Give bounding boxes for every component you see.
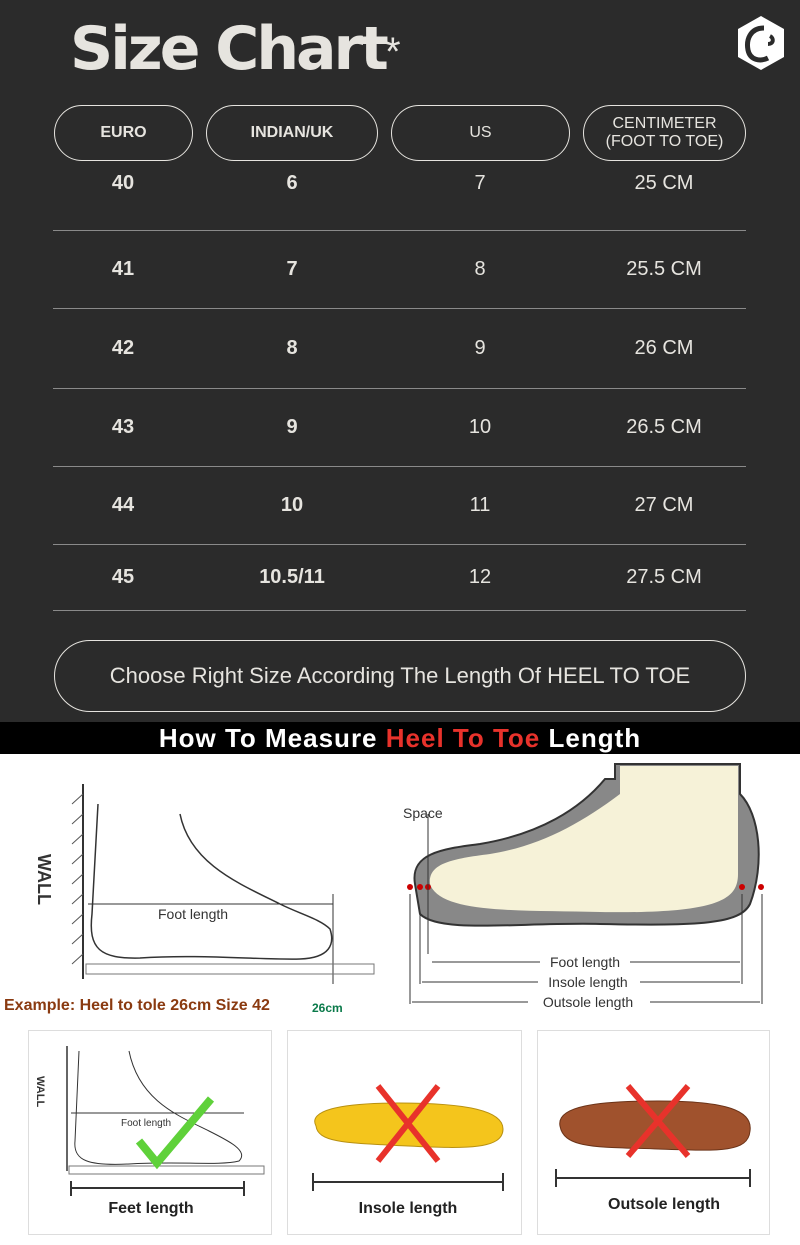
cell-us: 10 — [468, 416, 492, 438]
wall-foot-illustration: WALL Foot length 26cm Example: Heel to t… — [4, 784, 375, 1015]
example-text: Example: Heel to tole 26cm Size 42 — [4, 997, 270, 1014]
table-row: 43 9 10 26.5 CM — [53, 389, 746, 467]
panel-insole-length: Insole length — [287, 1030, 522, 1235]
cell-indian_uk: 10 — [280, 494, 304, 516]
panel-wall-label: WALL — [34, 1076, 46, 1107]
brand-logo-icon — [738, 16, 784, 70]
cell-us: 7 — [474, 172, 486, 194]
check-icon — [135, 1096, 215, 1170]
cell-euro: 45 — [111, 566, 135, 588]
panel-feet-length: WALL Foot length Feet length — [28, 1030, 272, 1235]
cell-cm: 27 CM — [634, 494, 694, 516]
asterisk-mark: * — [385, 30, 401, 74]
panel-label: Insole length — [359, 1200, 458, 1217]
cell-us: 8 — [474, 258, 486, 280]
panel-foot-length-label: Foot length — [121, 1118, 171, 1129]
header-euro: EURO — [54, 105, 193, 161]
cell-indian_uk: 7 — [286, 258, 298, 280]
header-indian-uk: INDIAN/UK — [206, 105, 378, 161]
banner-text: How To Measure — [158, 723, 386, 753]
cross-icon — [625, 1084, 691, 1158]
cross-icon — [375, 1084, 441, 1163]
page-title: Size Chart — [70, 14, 389, 84]
cell-us: 9 — [474, 337, 486, 359]
cell-cm: 25.5 CM — [626, 258, 702, 280]
panel-outsole-length: Outsole length — [537, 1030, 770, 1235]
cell-indian_uk: 9 — [286, 416, 298, 438]
cell-us: 11 — [469, 494, 491, 516]
outsole-length-label: Outsole length — [543, 994, 633, 1010]
cell-indian_uk: 8 — [286, 337, 298, 359]
table-row: 44 10 11 27 CM — [53, 467, 746, 545]
measure-banner: How To Measure Heel To Toe Length — [0, 722, 800, 754]
cell-euro: 40 — [111, 172, 135, 194]
cell-cm: 25 CM — [634, 172, 694, 194]
table-row: 42 8 9 26 CM — [53, 309, 746, 389]
wall-label: WALL — [34, 854, 54, 905]
header-centimeter: CENTIMETER (FOOT TO TOE) — [583, 105, 746, 161]
table-row: 45 10.5/11 12 27.5 CM — [53, 545, 746, 611]
cell-euro: 44 — [111, 494, 135, 516]
cell-euro: 43 — [111, 416, 135, 438]
shoe-foot-length-label: Foot length — [550, 954, 620, 970]
insole-length-label: Insole length — [548, 974, 627, 990]
size-note: Choose Right Size According The Length O… — [54, 640, 746, 712]
banner-text-end: Length — [540, 723, 642, 753]
foot-length-label: Foot length — [158, 906, 228, 922]
header-cm-line2: (FOOT TO TOE) — [605, 133, 724, 150]
cell-euro: 42 — [111, 337, 135, 359]
ruler-value: 26cm — [312, 1001, 343, 1015]
table-row: 41 7 8 25.5 CM — [53, 231, 746, 309]
cell-indian_uk: 6 — [286, 172, 298, 194]
header-us: US — [391, 105, 570, 161]
banner-highlight: Heel To Toe — [385, 723, 541, 753]
panel-label: Outsole length — [608, 1196, 720, 1213]
cell-euro: 41 — [111, 258, 135, 280]
cell-us: 12 — [468, 566, 492, 588]
cell-cm: 27.5 CM — [626, 566, 702, 588]
header-cm-line1: CENTIMETER — [612, 115, 717, 132]
table-row: 40 6 7 25 CM — [53, 161, 746, 231]
cell-indian_uk: 10.5/11 — [259, 566, 325, 588]
measurement-diagram: WALL Foot length 26cm Example: Heel to t… — [4, 763, 764, 1015]
cell-cm: 26 CM — [634, 337, 694, 359]
size-chart-section: Size Chart * EURO INDIAN/UK US CENTIMETE… — [0, 0, 800, 722]
shoe-cross-section: Space Foot length Insole length Outsole … — [403, 763, 764, 1010]
panel-label: Feet length — [108, 1200, 193, 1217]
space-label: Space — [403, 805, 443, 821]
cell-cm: 26.5 CM — [626, 416, 702, 438]
